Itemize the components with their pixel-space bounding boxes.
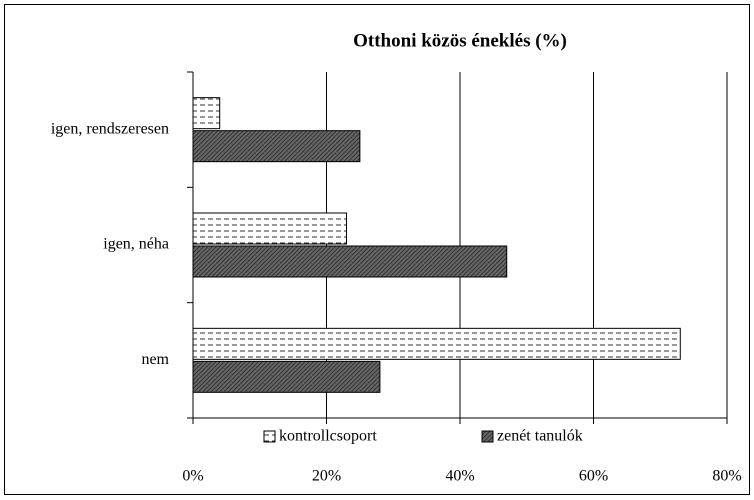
bar bbox=[192, 327, 681, 360]
y-tick-label: igen, néha bbox=[103, 236, 169, 253]
y-tick-label: nem bbox=[141, 351, 169, 368]
x-tick-label: 40% bbox=[445, 468, 474, 485]
bar bbox=[192, 245, 508, 278]
x-tick-label: 80% bbox=[712, 468, 741, 485]
x-tick-label: 60% bbox=[579, 468, 608, 485]
y-tick-label: igen, rendszeresen bbox=[51, 120, 169, 137]
legend-swatch bbox=[263, 430, 276, 443]
bar bbox=[192, 97, 221, 130]
legend-swatch bbox=[481, 430, 494, 443]
legend-label: kontrollcsoport bbox=[279, 428, 377, 445]
bar bbox=[192, 130, 361, 163]
x-tick-label: 20% bbox=[312, 468, 341, 485]
bar bbox=[192, 212, 348, 245]
x-tick-label: 0% bbox=[182, 468, 203, 485]
bar bbox=[192, 360, 381, 393]
legend-label: zenét tanulók bbox=[497, 428, 583, 445]
chart-title: Otthoni közös éneklés (%) bbox=[353, 30, 567, 51]
